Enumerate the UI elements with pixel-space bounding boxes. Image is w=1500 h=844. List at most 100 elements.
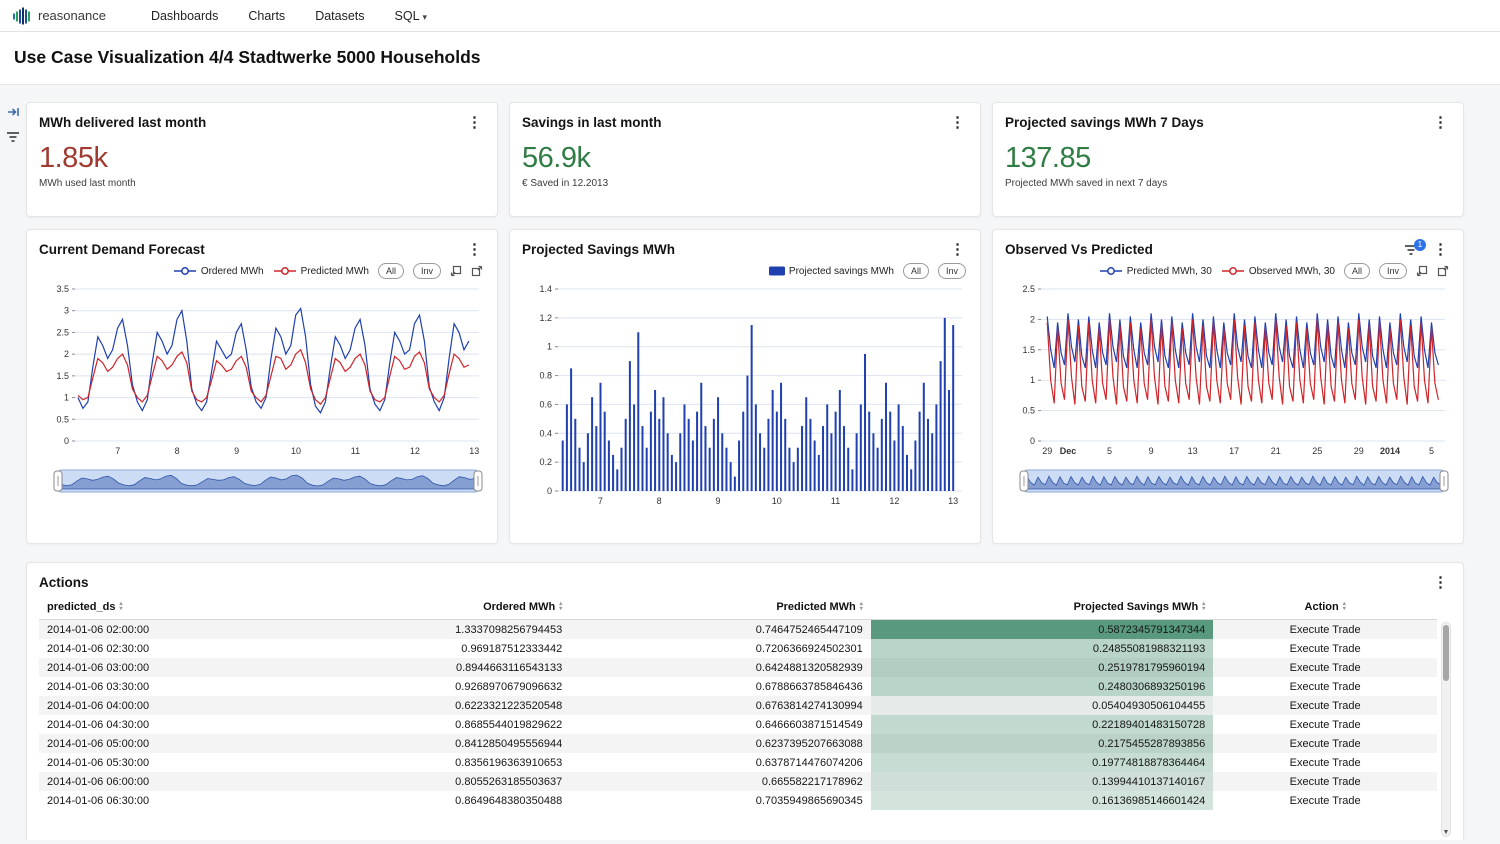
table-cell: 0.16136985146601424 — [870, 791, 1214, 810]
table-row: 2014-01-06 04:30:00 0.8685544019829622 0.6… — [39, 715, 1437, 734]
more-options-icon[interactable]: ⋮ — [1433, 240, 1448, 258]
svg-text:1.4: 1.4 — [539, 284, 552, 294]
svg-text:25: 25 — [1312, 446, 1322, 456]
applied-filters-icon[interactable]: 1 — [1404, 238, 1426, 256]
expand-filter-bar-icon[interactable] — [6, 105, 21, 119]
legend-item-predicted-mwh-30[interactable]: Predicted MWh, 30 — [1099, 266, 1212, 277]
legend-inv-button[interactable]: Inv — [937, 263, 966, 279]
table-cell: 0.6788663785846436 — [755, 680, 863, 693]
legend-all-button[interactable]: All — [377, 263, 404, 279]
action-cell[interactable]: Execute Trade — [1289, 794, 1361, 807]
table-cell: 0.6223321223520548 — [455, 699, 563, 712]
table-row: 2014-01-06 05:30:00 0.8356196363910653 0.6… — [39, 753, 1437, 772]
more-options-icon[interactable]: ⋮ — [1433, 113, 1448, 131]
demand-forecast-chart[interactable]: 0 0.5 1 1.5 2 2.5 3 3.5 7 8 9 10 11 12 13 — [39, 281, 487, 457]
svg-text:13: 13 — [948, 496, 958, 506]
action-cell[interactable]: Execute Trade — [1289, 661, 1361, 674]
table-cell: 0.22189401483150728 — [870, 715, 1214, 734]
table-cell: 2014-01-06 06:30:00 — [47, 794, 150, 807]
column-header-action[interactable]: Action ▴ ▾ — [1213, 596, 1437, 620]
legend-all-button[interactable]: All — [902, 263, 929, 279]
svg-text:3.5: 3.5 — [56, 284, 69, 294]
left-rail — [0, 105, 26, 143]
table-scrollbar[interactable]: ▼ — [1441, 622, 1451, 837]
svg-text:0.5: 0.5 — [56, 414, 69, 424]
action-cell[interactable]: Execute Trade — [1289, 680, 1361, 693]
legend-inv-button[interactable]: Inv — [412, 263, 441, 279]
legend-item-ordered-mwh[interactable]: Ordered MWh — [173, 266, 264, 277]
observed-vs-predicted-brush[interactable] — [1019, 467, 1449, 495]
zoom-box-icon[interactable] — [450, 265, 462, 277]
legend-all-button[interactable]: All — [1343, 263, 1370, 279]
table-cell: 0.9268970679096632 — [455, 680, 563, 693]
legend-item-projected-savings[interactable]: Projected savings MWh — [768, 265, 894, 277]
filter-icon[interactable] — [6, 131, 20, 143]
svg-text:8: 8 — [175, 446, 180, 456]
table-cell: 0.969187512333442 — [461, 642, 563, 655]
brand[interactable]: reasonance — [12, 6, 106, 26]
legend-item-observed-mwh-30[interactable]: Observed MWh, 30 — [1221, 266, 1335, 277]
column-header-ordered-mwh[interactable]: Ordered MWh ▴ ▾ — [227, 596, 571, 620]
nav-sql[interactable]: SQL ▾ — [395, 9, 428, 23]
action-cell[interactable]: Execute Trade — [1289, 756, 1361, 769]
nav-sql-label: SQL — [394, 8, 420, 23]
table-scrollbar-thumb[interactable] — [1443, 625, 1449, 681]
table-cell: 0.19774818878364464 — [870, 753, 1214, 772]
table-row: 2014-01-06 06:00:00 0.8055263185503637 0.6… — [39, 772, 1437, 791]
projected-savings-chart[interactable]: 0 0.2 0.4 0.6 0.8 1 1.2 1.4 7 8 9 10 11 12 13 — [522, 281, 970, 507]
nav-dashboards[interactable]: Dashboards — [150, 8, 219, 23]
chart-legend: Projected savings MWh All Inv — [524, 263, 966, 279]
table-cell: 0.2519781795960194 — [870, 658, 1214, 677]
action-cell[interactable]: Execute Trade — [1289, 775, 1361, 788]
kpi-value: 137.85 — [1005, 142, 1091, 174]
svg-text:17: 17 — [1229, 446, 1239, 456]
more-options-icon[interactable]: ⋮ — [467, 113, 482, 131]
table-cell: 0.6763814274130994 — [755, 699, 863, 712]
legend-label: Projected savings MWh — [788, 265, 894, 277]
table-cell: 0.6378714476074206 — [755, 756, 863, 769]
more-options-icon[interactable]: ⋮ — [467, 240, 482, 258]
table-cell: 0.665582217178962 — [761, 775, 863, 788]
table-cell: 0.8685544019829622 — [455, 718, 563, 731]
action-cell[interactable]: Execute Trade — [1289, 737, 1361, 750]
restore-zoom-icon[interactable] — [1437, 265, 1449, 277]
table-cell: 0.7206366924502301 — [755, 642, 863, 655]
sort-icon: ▴ ▾ — [1342, 601, 1346, 613]
kpi-title: Savings in last month — [522, 115, 662, 130]
nav-charts[interactable]: Charts — [248, 8, 286, 23]
more-options-icon[interactable]: ⋮ — [950, 113, 965, 131]
observed-vs-predicted-chart[interactable]: 0 0.5 1 1.5 2 2.5 29 Dec 5 9 13 17 21 25 29 2014 5 — [1005, 281, 1453, 457]
table-cell: 0.6466603871514549 — [755, 718, 863, 731]
table-cell: 0.6424881320582939 — [755, 661, 863, 674]
more-options-icon[interactable]: ⋮ — [950, 240, 965, 258]
kpi-card-mwh-delivered: MWh delivered last month ⋮ 1.85k MWh use… — [26, 102, 498, 217]
charts-row: Current Demand Forecast ⋮ Ordered MWh Pr… — [26, 229, 1464, 544]
action-cell[interactable]: Execute Trade — [1289, 718, 1361, 731]
legend-label: Ordered MWh — [200, 265, 264, 277]
legend-inv-button[interactable]: Inv — [1378, 263, 1407, 279]
table-cell: 0.8356196363910653 — [455, 756, 563, 769]
column-header-predicted-mwh[interactable]: Predicted MWh ▴ ▾ — [570, 596, 871, 620]
table-row: 2014-01-06 05:00:00 0.8412850495556944 0.6… — [39, 734, 1437, 753]
restore-zoom-icon[interactable] — [471, 265, 483, 277]
legend-label: Predicted MWh — [300, 265, 369, 277]
scroll-down-arrow-icon[interactable]: ▼ — [1442, 829, 1450, 836]
more-options-icon[interactable]: ⋮ — [1433, 573, 1448, 591]
table-cell: 2014-01-06 02:30:00 — [47, 642, 150, 655]
legend-item-predicted-mwh[interactable]: Predicted MWh — [273, 266, 369, 277]
column-header-projected-savings-mwh[interactable]: Projected Savings MWh ▴ ▾ — [870, 596, 1214, 620]
action-cell[interactable]: Execute Trade — [1289, 623, 1361, 636]
chart-legend: Ordered MWh Predicted MWh All Inv — [41, 263, 483, 279]
svg-text:2.5: 2.5 — [56, 327, 69, 337]
table-cell: 0.2480306893250196 — [870, 677, 1214, 696]
action-cell[interactable]: Execute Trade — [1289, 699, 1361, 712]
svg-text:13: 13 — [1188, 446, 1198, 456]
nav-datasets[interactable]: Datasets — [315, 8, 365, 23]
zoom-box-icon[interactable] — [1416, 265, 1428, 277]
svg-text:1.5: 1.5 — [56, 371, 69, 381]
column-header-predicted-ds[interactable]: predicted_ds ▴ ▾ — [39, 596, 228, 620]
sort-icon: ▴ ▾ — [119, 601, 123, 613]
svg-text:5: 5 — [1107, 446, 1112, 456]
action-cell[interactable]: Execute Trade — [1289, 642, 1361, 655]
demand-forecast-brush[interactable] — [53, 467, 483, 495]
